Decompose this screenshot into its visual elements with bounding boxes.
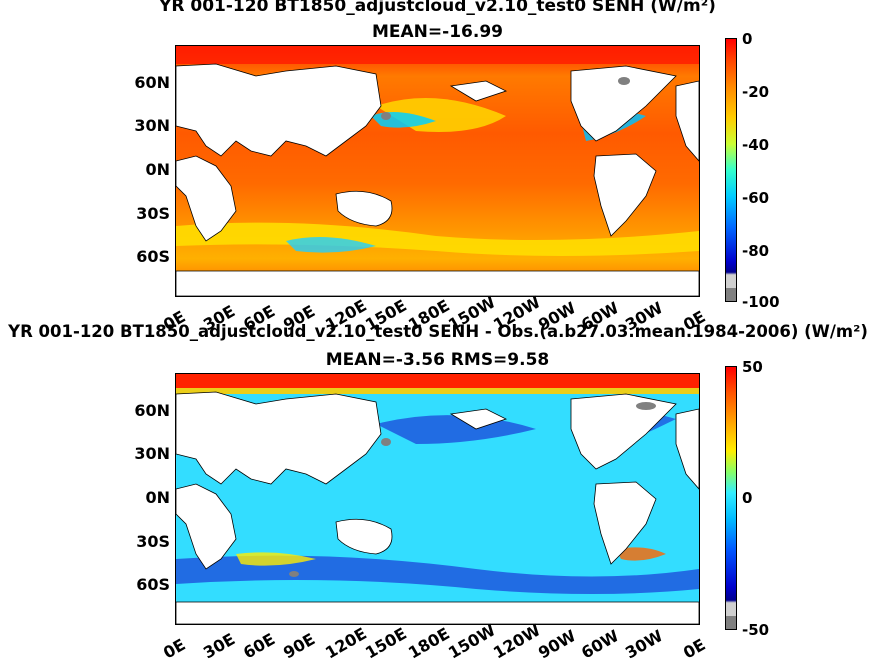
- panel2-lon-0e: 0E: [160, 634, 189, 662]
- panel2-southern-yellow: [236, 552, 316, 566]
- panel2-lat-30s: 30S: [136, 532, 170, 551]
- panel2-lon-180e: 180E: [405, 623, 453, 662]
- panel1-lat-60n: 60N: [134, 73, 170, 92]
- panel2-colorbar: [725, 366, 737, 630]
- panel1-missing-patch: [381, 112, 391, 120]
- panel1-title: YR 001-120 BT1850_adjustcloud_v2.10_test…: [0, 0, 875, 16]
- panel1-cb-label-m80: -80: [742, 242, 770, 260]
- panel1-cb-label-m20: -20: [742, 83, 770, 101]
- panel1-missing-patch2: [618, 77, 630, 85]
- panel2-lat-0n: 0N: [145, 488, 170, 507]
- panel1-southern-cyan: [286, 237, 376, 253]
- panel2-lat-30n: 30N: [134, 444, 170, 463]
- panel1-map-svg: [176, 46, 699, 296]
- panel2-lon-150e: 150E: [362, 623, 410, 662]
- panel2-missing-patch: [381, 438, 391, 446]
- panel2-missing-patch2: [636, 402, 656, 410]
- panel2-lon-60w: 60W: [578, 626, 623, 662]
- panel2-lat-60n: 60N: [134, 401, 170, 420]
- panel2-lon-120e: 120E: [322, 623, 370, 662]
- panel2-lon-90w: 90W: [535, 626, 580, 662]
- panel1-arctic-red: [176, 46, 699, 64]
- panel2-sa-orange: [616, 547, 666, 561]
- panel2-missing-patch3: [289, 571, 299, 577]
- panel1-colorbar: [725, 38, 737, 302]
- panel1-lat-0n: 0N: [145, 160, 170, 179]
- panel1-subtitle: MEAN=-16.99: [0, 22, 875, 42]
- panel2-mean-rms-text: MEAN=-3.56 RMS=9.58: [325, 350, 550, 370]
- panel2-lon-0e-end: 0E: [680, 634, 709, 662]
- panel2-cb-label-m50: -50: [742, 621, 770, 639]
- panel2-lon-30w: 30W: [622, 626, 667, 662]
- panel1-lat-30s: 30S: [136, 204, 170, 223]
- panel1-cb-label-m40: -40: [742, 136, 770, 154]
- panel1-cb-label-m60: -60: [742, 189, 770, 207]
- panel2-map: [175, 373, 700, 625]
- panel2-subtitle: MEAN=-3.56 RMS=9.58: [0, 350, 875, 370]
- panel2-lat-60s: 60S: [136, 575, 170, 594]
- panel1-southern-yellow: [176, 222, 699, 256]
- panel1-cb-label-m100: -100: [742, 293, 780, 311]
- panel2-lon-60e: 60E: [240, 629, 279, 662]
- panel2-arctic-red: [176, 374, 699, 388]
- panel1-map: [175, 45, 700, 297]
- panel1-lat-30n: 30N: [134, 116, 170, 135]
- panel2-title-line1: YR 001-120 BT1850_adjustcloud_v2.10_test…: [8, 322, 868, 341]
- panel1-title-line1: YR 001-120 BT1850_adjustcloud_v2.10_test…: [159, 0, 716, 16]
- panel1-cb-label-0: 0: [742, 30, 753, 48]
- panel1-lat-60s: 60S: [136, 247, 170, 266]
- panel2-lon-30e: 30E: [200, 629, 239, 662]
- panel2-lon-90e: 90E: [280, 629, 319, 662]
- panel2-arctic-yellow: [176, 388, 699, 394]
- panel2-cb-label-0: 0: [742, 489, 753, 507]
- panel1-mean-text: MEAN=-16.99: [372, 22, 503, 42]
- panel1-land: [176, 63, 699, 296]
- panel2-map-svg: [176, 374, 699, 624]
- panel2-cb-label-50: 50: [742, 358, 763, 376]
- panel2-title: YR 001-120 BT1850_adjustcloud_v2.10_test…: [0, 322, 875, 341]
- panel2-land: [176, 391, 699, 624]
- panel2-southern-blue: [176, 555, 699, 594]
